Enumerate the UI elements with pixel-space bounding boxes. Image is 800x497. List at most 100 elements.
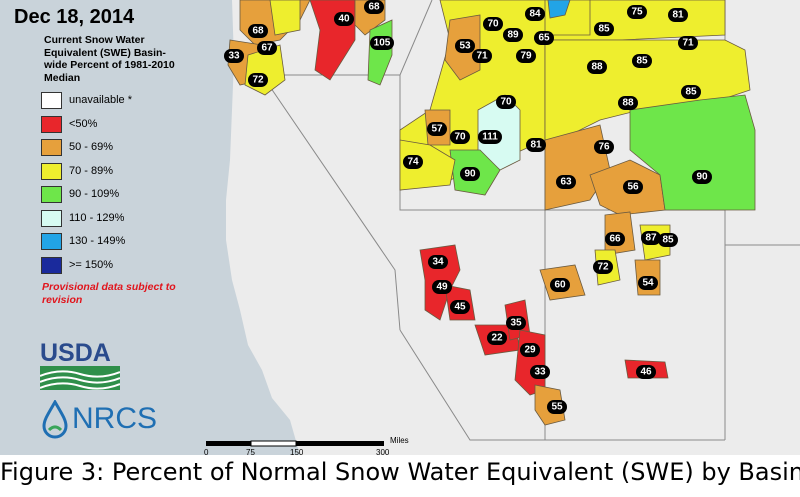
legend-label: 90 - 109% xyxy=(69,188,120,200)
svg-text:33: 33 xyxy=(228,51,240,62)
basin-label: 111 xyxy=(478,130,502,144)
svg-text:56: 56 xyxy=(627,182,639,193)
legend-swatch xyxy=(41,162,62,180)
basin-label: 70 xyxy=(483,17,503,31)
basin-label: 29 xyxy=(520,343,540,357)
svg-text:88: 88 xyxy=(622,98,634,109)
basin-label: 79 xyxy=(516,49,536,63)
basin-label: 76 xyxy=(594,140,614,154)
svg-text:35: 35 xyxy=(510,318,522,329)
svg-text:66: 66 xyxy=(609,234,621,245)
scale-tick: 300 xyxy=(376,448,390,455)
svg-text:65: 65 xyxy=(538,33,550,44)
svg-text:111: 111 xyxy=(482,132,498,143)
basin-label: 85 xyxy=(658,233,678,247)
svg-text:90: 90 xyxy=(464,169,476,180)
basin-label: 35 xyxy=(506,316,526,330)
basin-label: 90 xyxy=(460,167,480,181)
figure-caption: Figure 3: Percent of Normal Snow Water E… xyxy=(0,458,800,486)
legend-label: 50 - 69% xyxy=(69,141,114,153)
basin-label: 84 xyxy=(525,7,545,21)
svg-text:87: 87 xyxy=(645,233,657,244)
svg-text:71: 71 xyxy=(682,38,694,49)
svg-text:74: 74 xyxy=(407,157,419,168)
svg-text:90: 90 xyxy=(696,172,708,183)
basin-label: 33 xyxy=(530,365,550,379)
svg-text:54: 54 xyxy=(642,278,654,289)
svg-text:68: 68 xyxy=(252,26,264,37)
svg-text:89: 89 xyxy=(507,30,519,41)
basin-label: 85 xyxy=(594,22,614,36)
basin-labels: 68 40 68 33 67 105 72 70 84 75 81 89 65 … xyxy=(224,0,712,414)
svg-text:105: 105 xyxy=(374,38,391,49)
snow-map: 68 40 68 33 67 105 72 70 84 75 81 89 65 … xyxy=(0,0,800,455)
svg-text:70: 70 xyxy=(487,19,499,30)
basin-label: 49 xyxy=(432,280,452,294)
basin-label: 88 xyxy=(587,60,607,74)
legend-swatch xyxy=(41,139,62,156)
svg-text:57: 57 xyxy=(431,124,443,135)
svg-text:70: 70 xyxy=(500,97,512,108)
svg-text:88: 88 xyxy=(591,62,603,73)
legend-swatch xyxy=(41,256,62,274)
svg-text:75: 75 xyxy=(631,7,643,18)
map-date-title: Dec 18, 2014 xyxy=(14,6,135,28)
basin-label: 85 xyxy=(681,85,701,99)
basin-label: 87 xyxy=(641,231,661,245)
svg-text:68: 68 xyxy=(368,2,380,13)
basin-label: 66 xyxy=(605,232,625,246)
svg-text:76: 76 xyxy=(598,142,610,153)
svg-text:81: 81 xyxy=(672,10,684,21)
svg-text:40: 40 xyxy=(338,14,350,25)
basin-label: 40 xyxy=(334,12,354,26)
svg-text:45: 45 xyxy=(454,302,466,313)
legend-label: unavailable * xyxy=(69,94,132,106)
basin-label: 22 xyxy=(487,331,507,345)
svg-text:72: 72 xyxy=(252,75,264,86)
basin-label: 89 xyxy=(503,28,523,42)
basin-label: 60 xyxy=(550,278,570,292)
svg-text:34: 34 xyxy=(432,257,444,268)
svg-text:85: 85 xyxy=(636,56,648,67)
basin-label: 45 xyxy=(450,300,470,314)
usda-logo-text: USDA xyxy=(40,339,111,367)
svg-text:33: 33 xyxy=(534,367,546,378)
basin-label: 70 xyxy=(450,130,470,144)
basin-label: 88 xyxy=(618,96,638,110)
basin-label: 57 xyxy=(427,122,447,136)
legend-title: Current Snow Water Equivalent (SWE) Basi… xyxy=(44,34,175,84)
svg-text:85: 85 xyxy=(685,87,697,98)
legend-swatch xyxy=(41,92,62,109)
basin-label: 105 xyxy=(370,36,394,50)
basin-label: 34 xyxy=(428,255,448,269)
svg-text:84: 84 xyxy=(529,9,541,20)
basin-label: 75 xyxy=(627,5,647,19)
svg-text:29: 29 xyxy=(524,345,536,356)
legend-label: >= 150% xyxy=(69,258,114,271)
basin-label: 54 xyxy=(638,276,658,290)
legend-swatch xyxy=(41,209,62,227)
basin-label: 71 xyxy=(678,36,698,50)
usda-waves-icon xyxy=(39,366,121,390)
svg-text:85: 85 xyxy=(598,24,610,35)
water-drop-icon xyxy=(42,400,68,439)
svg-text:55: 55 xyxy=(551,402,563,413)
legend-label: 110 - 129% xyxy=(69,211,125,224)
provisional-note: Provisional data subject to revision xyxy=(42,281,176,306)
scale-tick: 150 xyxy=(290,448,304,455)
legend-label: 130 - 149% xyxy=(69,235,126,247)
basin-label: 63 xyxy=(556,175,576,189)
basin-label: 68 xyxy=(364,0,384,14)
basin-label: 74 xyxy=(403,155,423,169)
svg-text:85: 85 xyxy=(662,235,674,246)
basin-label: 67 xyxy=(257,41,277,55)
svg-text:81: 81 xyxy=(530,140,542,151)
nrcs-logo-text: NRCS xyxy=(72,402,158,435)
scale-tick: 75 xyxy=(246,448,255,455)
basin-label: 33 xyxy=(224,49,244,63)
svg-text:67: 67 xyxy=(261,43,273,54)
legend-swatch xyxy=(41,233,62,250)
svg-text:53: 53 xyxy=(459,41,471,52)
legend-swatch xyxy=(41,115,62,133)
basin-label: 85 xyxy=(632,54,652,68)
